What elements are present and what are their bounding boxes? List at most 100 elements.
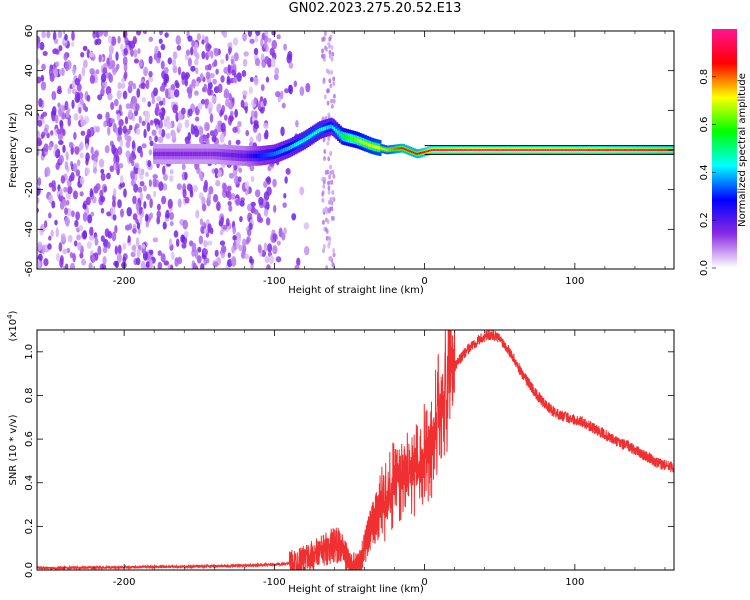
- ridge-core: [382, 148, 386, 150]
- noise-cell: [199, 172, 203, 180]
- noise-cell: [37, 253, 43, 262]
- noise-cell: [323, 177, 327, 182]
- colorbar-tick-label: 0.6: [699, 117, 710, 133]
- ridge-core: [326, 125, 330, 130]
- noise-cell: [41, 131, 46, 139]
- noise-cell: [220, 59, 225, 65]
- noise-cell: [228, 190, 232, 201]
- noise-cell: [58, 154, 64, 164]
- snr-y-scale: (x104): [6, 310, 19, 341]
- ridge-core: [317, 129, 321, 133]
- noise-cell: [48, 143, 52, 151]
- ridge-core: [625, 149, 629, 151]
- noise-cell: [197, 102, 203, 110]
- noise-cell: [152, 190, 157, 198]
- noise-cell: [330, 200, 334, 206]
- noise-cell: [55, 253, 61, 262]
- noise-cell: [72, 163, 78, 173]
- noise-cell: [102, 256, 107, 266]
- ridge-core: [248, 153, 252, 159]
- ridge-core: [212, 151, 216, 157]
- noise-cell: [258, 196, 264, 206]
- ridge-core: [466, 149, 470, 151]
- ridge-core: [367, 142, 371, 147]
- ridge-core: [320, 127, 324, 132]
- noise-cell: [323, 31, 327, 36]
- noise-cell: [82, 45, 88, 52]
- noise-cell: [102, 67, 108, 74]
- noise-cell: [74, 78, 81, 86]
- noise-cell: [214, 167, 219, 175]
- noise-cell: [95, 38, 102, 45]
- ridge-core: [555, 149, 559, 151]
- ridge-core: [351, 137, 355, 141]
- noise-cell: [55, 49, 60, 55]
- ridge-core: [239, 153, 243, 158]
- spectrogram-x-ticks: -200 -100 0 100: [63, 31, 666, 287]
- noise-cell: [103, 185, 107, 193]
- ridge-core: [564, 149, 568, 151]
- noise-cell: [225, 53, 229, 62]
- noise-cell: [133, 183, 139, 193]
- noise-cell: [64, 263, 69, 269]
- noise-cell: [149, 140, 154, 147]
- ridge-core: [665, 149, 669, 151]
- ridge-core: [313, 131, 317, 136]
- noise-cell: [263, 122, 269, 129]
- ridge-core: [488, 149, 492, 151]
- noise-cell: [331, 169, 335, 175]
- noise-cell: [46, 31, 51, 39]
- noise-cell: [203, 239, 208, 248]
- snr-y-scale-close: ): [8, 310, 19, 314]
- noise-cell: [227, 201, 232, 207]
- noise-cell: [321, 176, 325, 182]
- noise-cell: [148, 55, 153, 65]
- noise-cell: [201, 203, 207, 212]
- ridge-core: [430, 149, 434, 152]
- spectrogram-x-label: Height of straight line (km): [288, 285, 424, 296]
- ridge-core: [338, 132, 342, 137]
- noise-cell: [54, 114, 59, 124]
- noise-cell: [166, 121, 172, 130]
- noise-cell: [155, 102, 160, 113]
- noise-cell: [321, 190, 325, 196]
- noise-cell: [244, 181, 250, 190]
- ridge-core: [548, 149, 552, 151]
- noise-cell: [48, 235, 52, 241]
- noise-cell: [85, 167, 91, 175]
- ridge-core: [495, 149, 499, 151]
- noise-cell: [120, 43, 124, 52]
- noise-cell: [71, 99, 75, 109]
- noise-cell: [263, 208, 269, 217]
- ridge-core: [369, 143, 373, 148]
- noise-cell: [187, 35, 193, 42]
- noise-cell: [199, 73, 204, 81]
- ridge-core: [297, 141, 301, 146]
- noise-cell: [193, 42, 199, 50]
- ridge-core: [506, 149, 510, 151]
- x-tick-label: 100: [565, 577, 584, 588]
- noise-cell: [92, 166, 97, 174]
- ridge-core: [629, 149, 633, 151]
- noise-cell: [51, 200, 56, 209]
- ridge-core: [517, 149, 521, 151]
- ridge-core: [497, 149, 501, 151]
- noise-cell: [137, 48, 141, 55]
- noise-cell: [329, 83, 333, 89]
- noise-cell: [248, 222, 253, 231]
- noise-cell: [148, 36, 154, 42]
- noise-cell: [220, 75, 225, 83]
- noise-cell: [140, 260, 146, 269]
- ridge-core: [596, 149, 600, 151]
- noise-cell: [43, 143, 49, 153]
- noise-cell: [219, 229, 224, 236]
- noise-cell: [250, 264, 254, 269]
- colorbar-tick-label: 0.2: [699, 212, 710, 228]
- page-title: GN02.2023.275.20.52.E13: [288, 1, 462, 16]
- noise-cell: [167, 198, 173, 209]
- ridge-core: [227, 152, 231, 158]
- ridge-core: [420, 151, 424, 154]
- ridge-core: [443, 149, 447, 151]
- noise-cell: [191, 242, 197, 253]
- ridge-core: [158, 151, 162, 157]
